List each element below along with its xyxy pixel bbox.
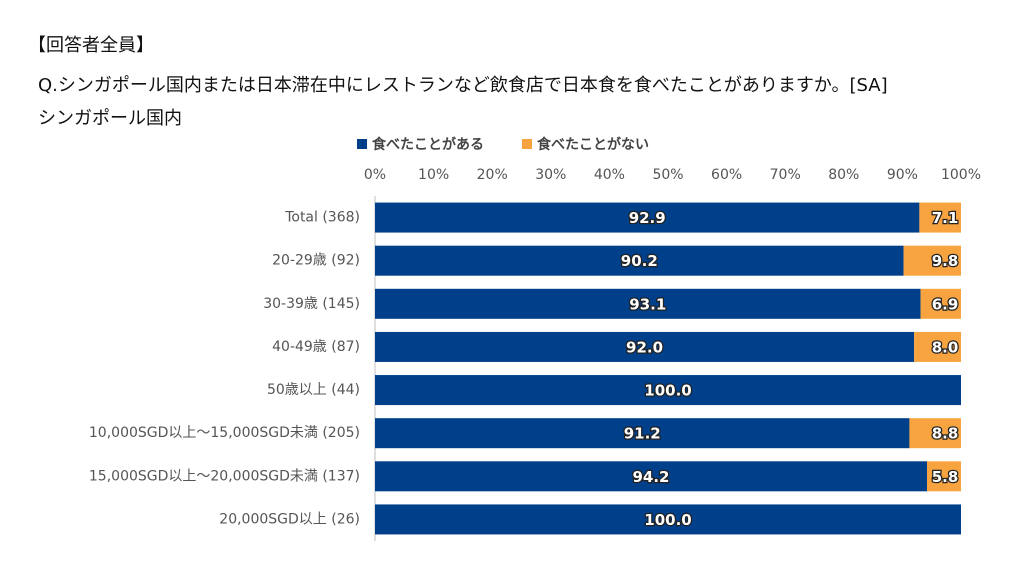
- bar-segment: [375, 288, 921, 319]
- data-label: 90.2: [621, 252, 658, 270]
- data-label: 93.1: [629, 295, 666, 313]
- y-tick-label: Total (368): [284, 210, 360, 226]
- data-label: 9.8: [932, 252, 959, 270]
- legend-label: 食べたことがある: [372, 136, 484, 153]
- x-tick-label: 80%: [828, 167, 859, 183]
- bar-segment: [375, 375, 961, 406]
- data-label: 94.2: [632, 468, 669, 486]
- y-tick-label: 15,000SGD以上～20,000SGD未満 (137): [89, 468, 360, 484]
- x-tick-label: 20%: [477, 167, 508, 183]
- data-label: 91.2: [624, 425, 661, 443]
- bar-segment: [375, 461, 928, 492]
- data-label: 92.0: [626, 338, 663, 356]
- data-label: 6.9: [932, 295, 959, 313]
- x-tick-label: 60%: [711, 167, 742, 183]
- data-label: 100.0: [644, 511, 691, 529]
- y-tick-label: 30-39歳 (145): [263, 296, 360, 312]
- x-tick-label: 50%: [652, 167, 683, 183]
- bar-segment: [920, 288, 961, 319]
- y-tick-label: 50歳以上 (44): [267, 382, 360, 398]
- data-label: 8.8: [932, 425, 959, 443]
- data-label: 92.9: [629, 209, 666, 227]
- x-tick-label: 40%: [594, 167, 625, 183]
- bar-segment: [914, 331, 961, 362]
- legend-label: 食べたことがない: [537, 136, 649, 153]
- x-tick-label: 100%: [941, 167, 981, 183]
- header: 【回答者全員】: [28, 35, 154, 56]
- data-label: 7.1: [932, 209, 959, 227]
- legend-swatch: [522, 139, 532, 149]
- bar-segment: [375, 331, 915, 362]
- data-label: 8.0: [932, 338, 959, 356]
- x-tick-label: 30%: [535, 167, 566, 183]
- y-tick-label: 20-29歳 (92): [272, 253, 360, 269]
- bar-segment: [919, 202, 961, 233]
- bar-segment: [375, 202, 920, 233]
- data-label: 5.8: [932, 468, 959, 486]
- bar-segment: [909, 418, 961, 449]
- y-tick-label: 40-49歳 (87): [272, 339, 360, 355]
- bar-segment: [927, 461, 961, 492]
- x-tick-label: 10%: [418, 167, 449, 183]
- x-tick-label: 70%: [770, 167, 801, 183]
- bar-segment: [375, 504, 961, 535]
- x-tick-label: 90%: [887, 167, 918, 183]
- bar-segment: [375, 418, 910, 449]
- bar-segment: [375, 245, 904, 276]
- y-tick-label: 10,000SGD以上～15,000SGD未満 (205): [89, 425, 360, 441]
- legend-swatch: [357, 139, 367, 149]
- question: Q.シンガポール国内または日本滞在中にレストランなど飲食店で日本食を食べたことが…: [38, 75, 888, 96]
- data-label: 100.0: [644, 382, 691, 400]
- bar-segment: [903, 245, 961, 276]
- x-tick-label: 0%: [364, 167, 386, 183]
- y-tick-label: 20,000SGD以上 (26): [219, 511, 360, 527]
- chart-title: シンガポール国内: [38, 108, 182, 129]
